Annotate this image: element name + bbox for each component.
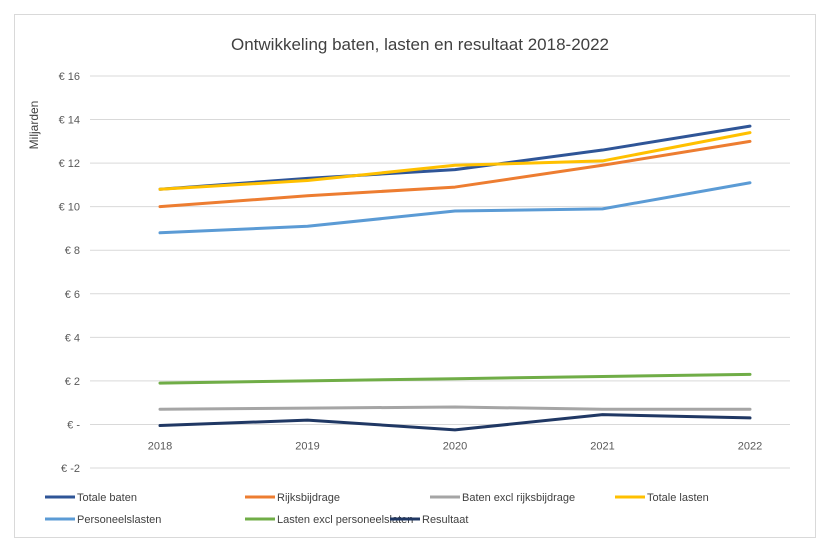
series-line-personeelslasten	[158, 181, 752, 235]
legend-label: Totale baten	[77, 492, 137, 504]
series-line-rijksbijdrage	[158, 139, 752, 209]
legend-item-totale-baten: Totale baten	[45, 492, 137, 504]
legend-item-rijksbijdrage: Rijksbijdrage	[245, 492, 340, 504]
legend-item-lasten-excl-personeelslaten: Lasten excl personeelslaten	[245, 514, 413, 526]
x-tick-label: 2021	[590, 440, 614, 452]
y-tick-label: € -	[67, 419, 80, 431]
series-line-baten-excl-rijksbijdrage	[158, 405, 752, 411]
series-line-totale-baten	[158, 124, 752, 191]
y-tick-label: € 4	[65, 332, 80, 344]
y-axis-label: Miljarden	[27, 101, 41, 150]
y-tick-label: € 12	[59, 158, 80, 170]
x-tick-label: 2022	[738, 440, 762, 452]
legend-item-totale-lasten: Totale lasten	[615, 492, 709, 504]
series-line-resultaat	[158, 413, 752, 432]
series-lines	[158, 124, 752, 432]
legend-label: Resultaat	[422, 514, 468, 526]
legend-item-personeelslasten: Personeelslasten	[45, 514, 161, 526]
legend-label: Totale lasten	[647, 492, 709, 504]
y-tick-label: € 2	[65, 376, 80, 388]
x-tick-label: 2020	[443, 440, 467, 452]
chart-area	[14, 14, 816, 538]
y-tick-label: € 8	[65, 245, 80, 257]
series-line-totale-lasten	[158, 131, 752, 191]
x-axis-ticks: 2018 2019 2020 2021 2022	[148, 440, 762, 452]
legend-item-resultaat: Resultaat	[390, 514, 468, 526]
y-tick-label: € 14	[59, 115, 80, 127]
y-tick-label: € 10	[59, 202, 80, 214]
chart-title: Ontwikkeling baten, lasten en resultaat …	[231, 35, 609, 54]
legend-label: Rijksbijdrage	[277, 492, 340, 504]
x-tick-label: 2018	[148, 440, 172, 452]
y-tick-label: € -2	[61, 463, 80, 475]
y-axis-ticks: € -2 € - € 2 € 4 € 6 € 8 € 10 € 12 € 14 € 16	[59, 71, 81, 475]
legend-label: Lasten excl personeelslaten	[277, 514, 413, 526]
y-tick-label: € 6	[65, 289, 80, 301]
y-tick-label: € 16	[59, 71, 80, 83]
legend-label: Personeelslasten	[77, 514, 161, 526]
legend-item-baten-excl-rijksbijdrage: Baten excl rijksbijdrage	[430, 492, 575, 504]
x-tick-label: 2019	[295, 440, 319, 452]
series-line-lasten-excl-personeelslaten	[158, 372, 752, 385]
legend-label: Baten excl rijksbijdrage	[462, 492, 575, 504]
legend: Totale baten Rijksbijdrage Baten excl rijk…	[45, 492, 709, 526]
